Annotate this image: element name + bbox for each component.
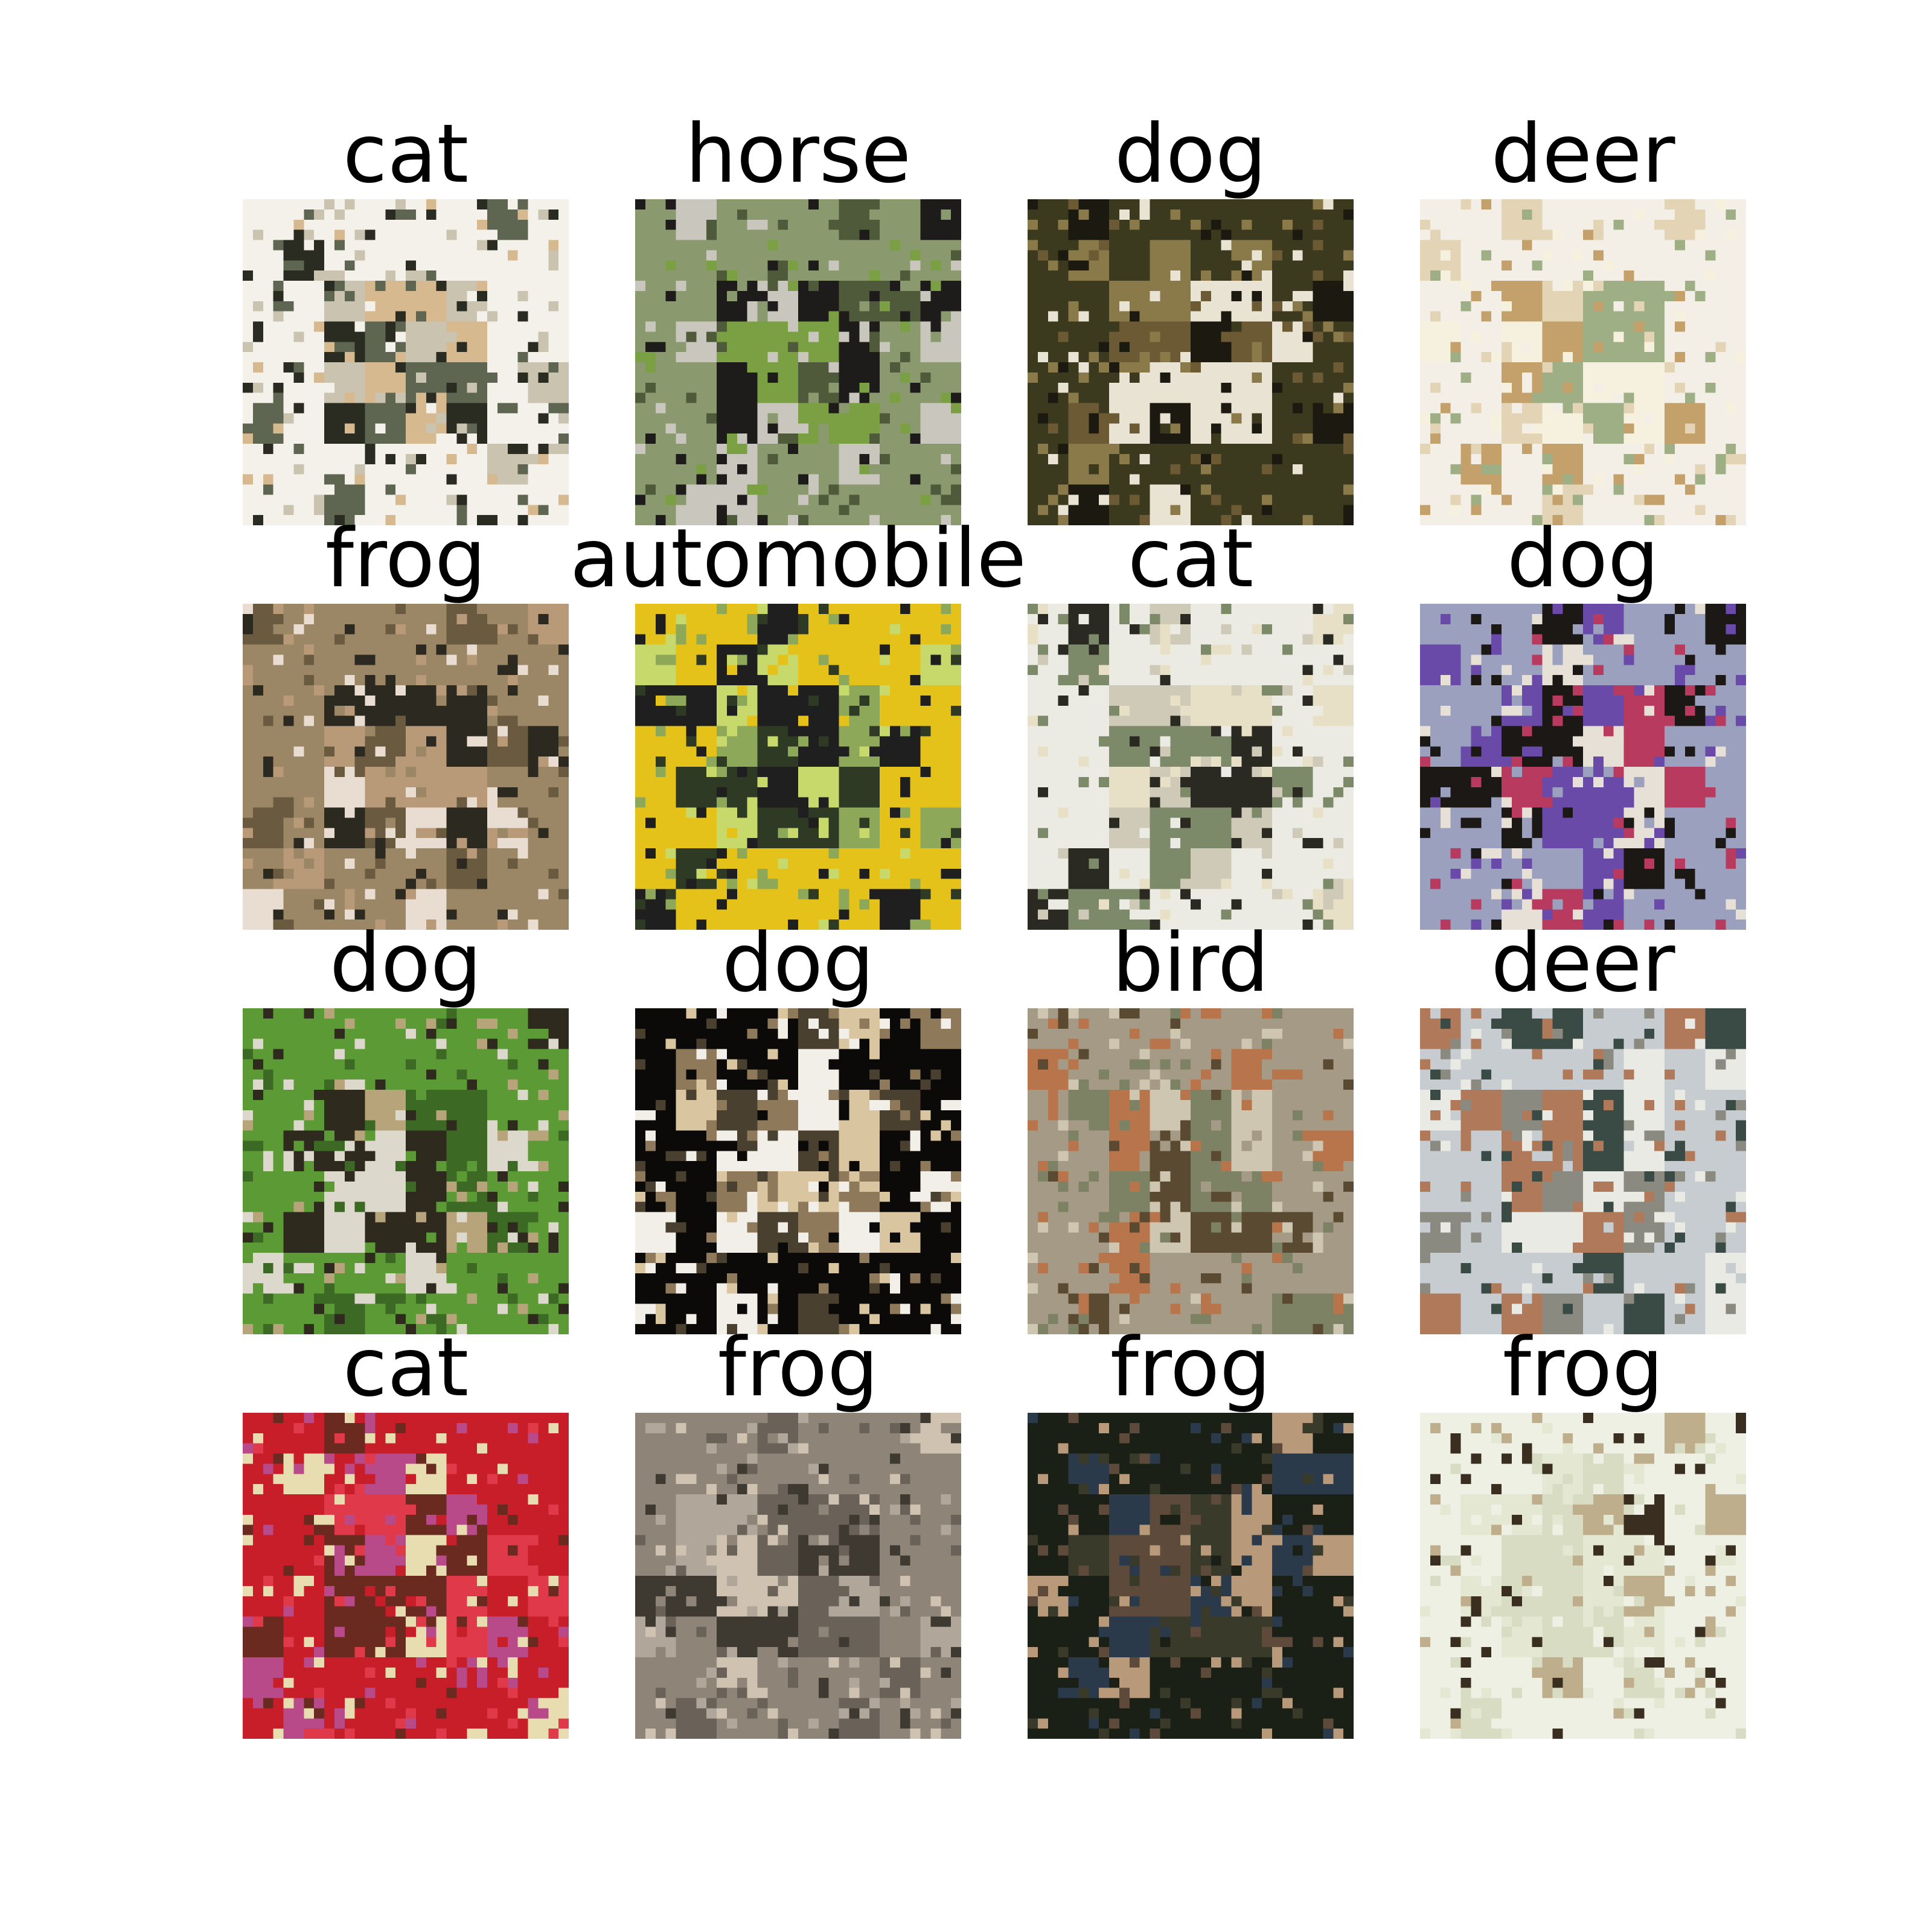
- panel-label: deer: [1491, 107, 1675, 201]
- panel-label: dog: [1114, 107, 1267, 201]
- panel-label: automobile: [569, 511, 1027, 606]
- generated-image: [243, 604, 569, 930]
- generated-image: [635, 1413, 961, 1739]
- generated-image: [1420, 1008, 1746, 1334]
- generated-image: [1028, 1413, 1354, 1739]
- generated-image: [635, 199, 961, 525]
- generated-image: [1028, 604, 1354, 930]
- generated-image: [635, 604, 961, 930]
- generated-image: [1420, 1413, 1746, 1739]
- generated-image: [1420, 199, 1746, 525]
- panel-label: cat: [342, 1320, 469, 1415]
- panel-label: frog: [717, 1320, 879, 1415]
- panel-label: frog: [1110, 1320, 1271, 1415]
- panel-label: dog: [329, 916, 482, 1010]
- generated-image: [635, 1008, 961, 1334]
- panel-label: frog: [325, 511, 487, 606]
- panel-label: dog: [721, 916, 875, 1010]
- generated-image: [1028, 199, 1354, 525]
- generated-image: [243, 1413, 569, 1739]
- generated-image: [243, 1008, 569, 1334]
- panel-label: dog: [1506, 511, 1660, 606]
- panel-label: cat: [342, 107, 469, 201]
- panel-label: bird: [1112, 916, 1270, 1010]
- generated-image: [1420, 604, 1746, 930]
- generated-image: [1028, 1008, 1354, 1334]
- generated-image: [243, 199, 569, 525]
- panel-label: frog: [1502, 1320, 1664, 1415]
- panel-label: deer: [1491, 916, 1675, 1010]
- panel-label: cat: [1127, 511, 1254, 606]
- panel-label: horse: [685, 107, 912, 201]
